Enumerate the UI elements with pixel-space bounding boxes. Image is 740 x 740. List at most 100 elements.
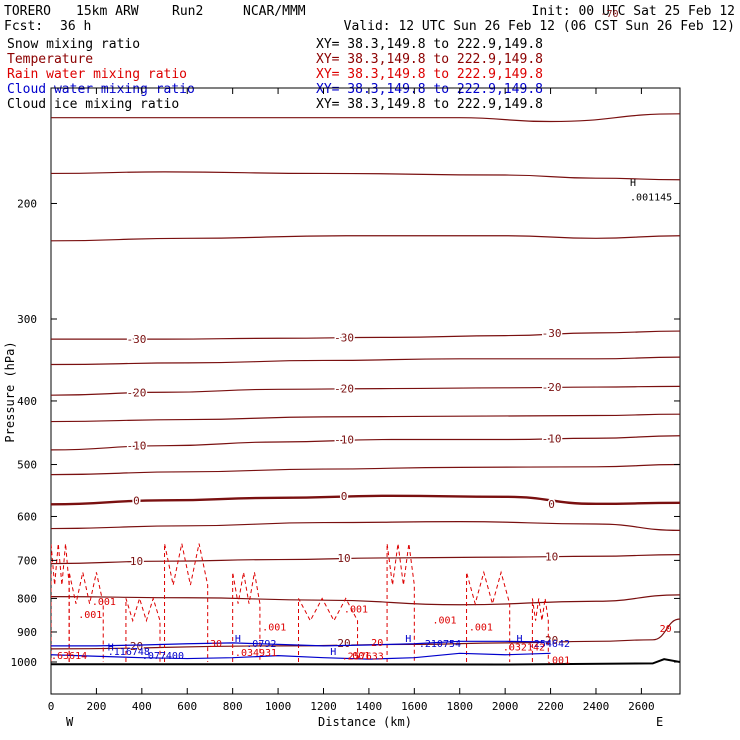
temperature-contours: -70 -70-70-30 -30 -30-20 -20 -20-10 -10 -100 001… <box>51 113 680 654</box>
x-tick-label: 1800 <box>446 700 473 713</box>
isotherm-label: 0 <box>548 498 555 511</box>
legend-xy-range: XY= 38.3,149.8 to 222.9,149.8 <box>316 97 543 112</box>
isotherm-line <box>51 618 680 650</box>
isotherm-label: 0 <box>133 494 140 507</box>
y-axis-label: Pressure (hPa) <box>3 341 17 442</box>
model-run: Run2 <box>172 4 203 19</box>
x-tick-label: 2400 <box>583 700 610 713</box>
y-tick-label: 800 <box>17 592 37 605</box>
contour-annotation: .001 <box>344 604 368 615</box>
isotherm-line <box>51 494 680 506</box>
y-tick-label: 300 <box>17 313 37 326</box>
isotherm-label: 20 <box>337 637 350 650</box>
isotherm-line <box>51 435 680 451</box>
x-tick-label: 1200 <box>310 700 337 713</box>
isotherm-label: 0 <box>341 490 348 503</box>
rain-water-cell <box>51 543 70 662</box>
x-tick-label: 800 <box>223 700 243 713</box>
rain-water-cell <box>125 596 161 662</box>
isotherm-line <box>51 413 680 423</box>
isotherm-line <box>51 385 680 396</box>
isotherm-line <box>51 521 680 531</box>
contour-annotation: .254642 <box>528 639 570 650</box>
isotherm-line <box>51 463 680 476</box>
cloud-water-contour <box>51 652 551 660</box>
contour-annotation: H <box>330 647 336 658</box>
rain-water-cell <box>298 597 359 662</box>
isotherm-label: -30 <box>334 331 354 344</box>
rain-water-contours <box>51 543 549 662</box>
y-tick-label: 500 <box>17 459 37 472</box>
contour-annotation: .210754 <box>419 639 461 650</box>
isotherm-label: 10 <box>545 550 558 563</box>
x-tick-label: 2200 <box>537 700 564 713</box>
isotherm-line <box>51 356 680 366</box>
isotherm-line <box>51 171 680 181</box>
isotherm-label: -10 <box>127 440 147 453</box>
isotherm-label: -20 <box>542 381 562 394</box>
cloud-water-contour <box>51 640 551 647</box>
contour-annotation: .001 <box>546 655 570 666</box>
model-name: TORERO <box>4 4 51 19</box>
contour-annotation: .034931 <box>235 648 277 659</box>
isotherm-label: -20 <box>127 386 147 399</box>
contour-annotation: -70 <box>601 9 619 20</box>
y-tick-label: 600 <box>17 510 37 523</box>
x-tick-label: 400 <box>132 700 152 713</box>
x-axis-west-label: W <box>66 715 74 729</box>
contour-annotation: .116748 <box>108 647 150 658</box>
plot-frame <box>50 87 681 695</box>
x-tick-label: 0 <box>48 700 55 713</box>
x-axis-label: Distance (km) <box>318 715 412 729</box>
x-tick-label: 1400 <box>356 700 383 713</box>
contour-annotations: H .001145 -70 .001 .001 .001 .001 .001 .001 .001.… <box>51 9 672 666</box>
forecast-hour: 36 h <box>60 19 91 34</box>
y-tick-label: 700 <box>17 554 37 567</box>
isotherm-line <box>51 554 680 565</box>
model-resolution: 15km ARW <box>76 4 139 19</box>
snow-contours <box>51 658 680 666</box>
y-tick-label: 900 <box>17 626 37 639</box>
snow-contour-line <box>51 658 680 666</box>
y-tick-label: 1000 <box>11 656 38 669</box>
y-tick-label: 400 <box>17 395 37 408</box>
contour-annotation: H <box>235 634 241 645</box>
legend-xy-range: XY= 38.3,149.8 to 222.9,149.8 <box>316 37 543 52</box>
contour-annotation: .63614 <box>51 651 87 662</box>
contour-annotation: H <box>108 642 114 653</box>
contour-annotation: 20 <box>371 638 383 649</box>
valid-time: Valid: 12 UTC Sun 26 Feb 12 (06 CST Sun … <box>344 19 735 34</box>
x-tick-label: 2000 <box>492 700 519 713</box>
isotherm-label: -20 <box>334 383 354 396</box>
legend-entry: Temperature <box>7 52 93 67</box>
contour-annotation: .0792 <box>246 639 276 650</box>
isotherm-label: -30 <box>127 333 147 346</box>
legend-xy-range: XY= 38.3,149.8 to 222.9,149.8 <box>316 52 543 67</box>
rain-water-cell <box>531 598 549 662</box>
legend-entry: Rain water mixing ratio <box>7 67 187 82</box>
isotherm-label: -10 <box>542 432 562 445</box>
contour-annotation: .001 <box>92 597 116 608</box>
contour-annotation: .001 <box>346 651 370 662</box>
y-tick-label: 200 <box>17 197 37 210</box>
contour-annotation: H <box>517 634 523 645</box>
rain-water-cell <box>232 572 261 662</box>
contour-annotation: H <box>630 178 636 189</box>
legend-entry: Cloud ice mixing ratio <box>7 97 179 112</box>
isotherm-label: 20 <box>130 640 143 653</box>
contour-annotation: .001 <box>262 622 286 633</box>
rain-water-cell <box>68 572 104 662</box>
isotherm-line <box>51 235 680 242</box>
x-tick-label: 600 <box>177 700 197 713</box>
contour-annotation: .001 <box>78 610 102 621</box>
cloud-water-contours <box>51 640 551 660</box>
x-tick-label: 200 <box>86 700 106 713</box>
contour-annotation: H <box>405 634 411 645</box>
contour-annotation: .032142 <box>503 642 545 653</box>
init-time: Init: 00 UTC Sat 25 Feb 12 <box>532 4 736 19</box>
legend-entry: Snow mixing ratio <box>7 37 140 52</box>
contour-annotation: .001 <box>432 615 456 626</box>
isotherm-line <box>51 113 680 123</box>
isotherm-line <box>51 594 680 606</box>
